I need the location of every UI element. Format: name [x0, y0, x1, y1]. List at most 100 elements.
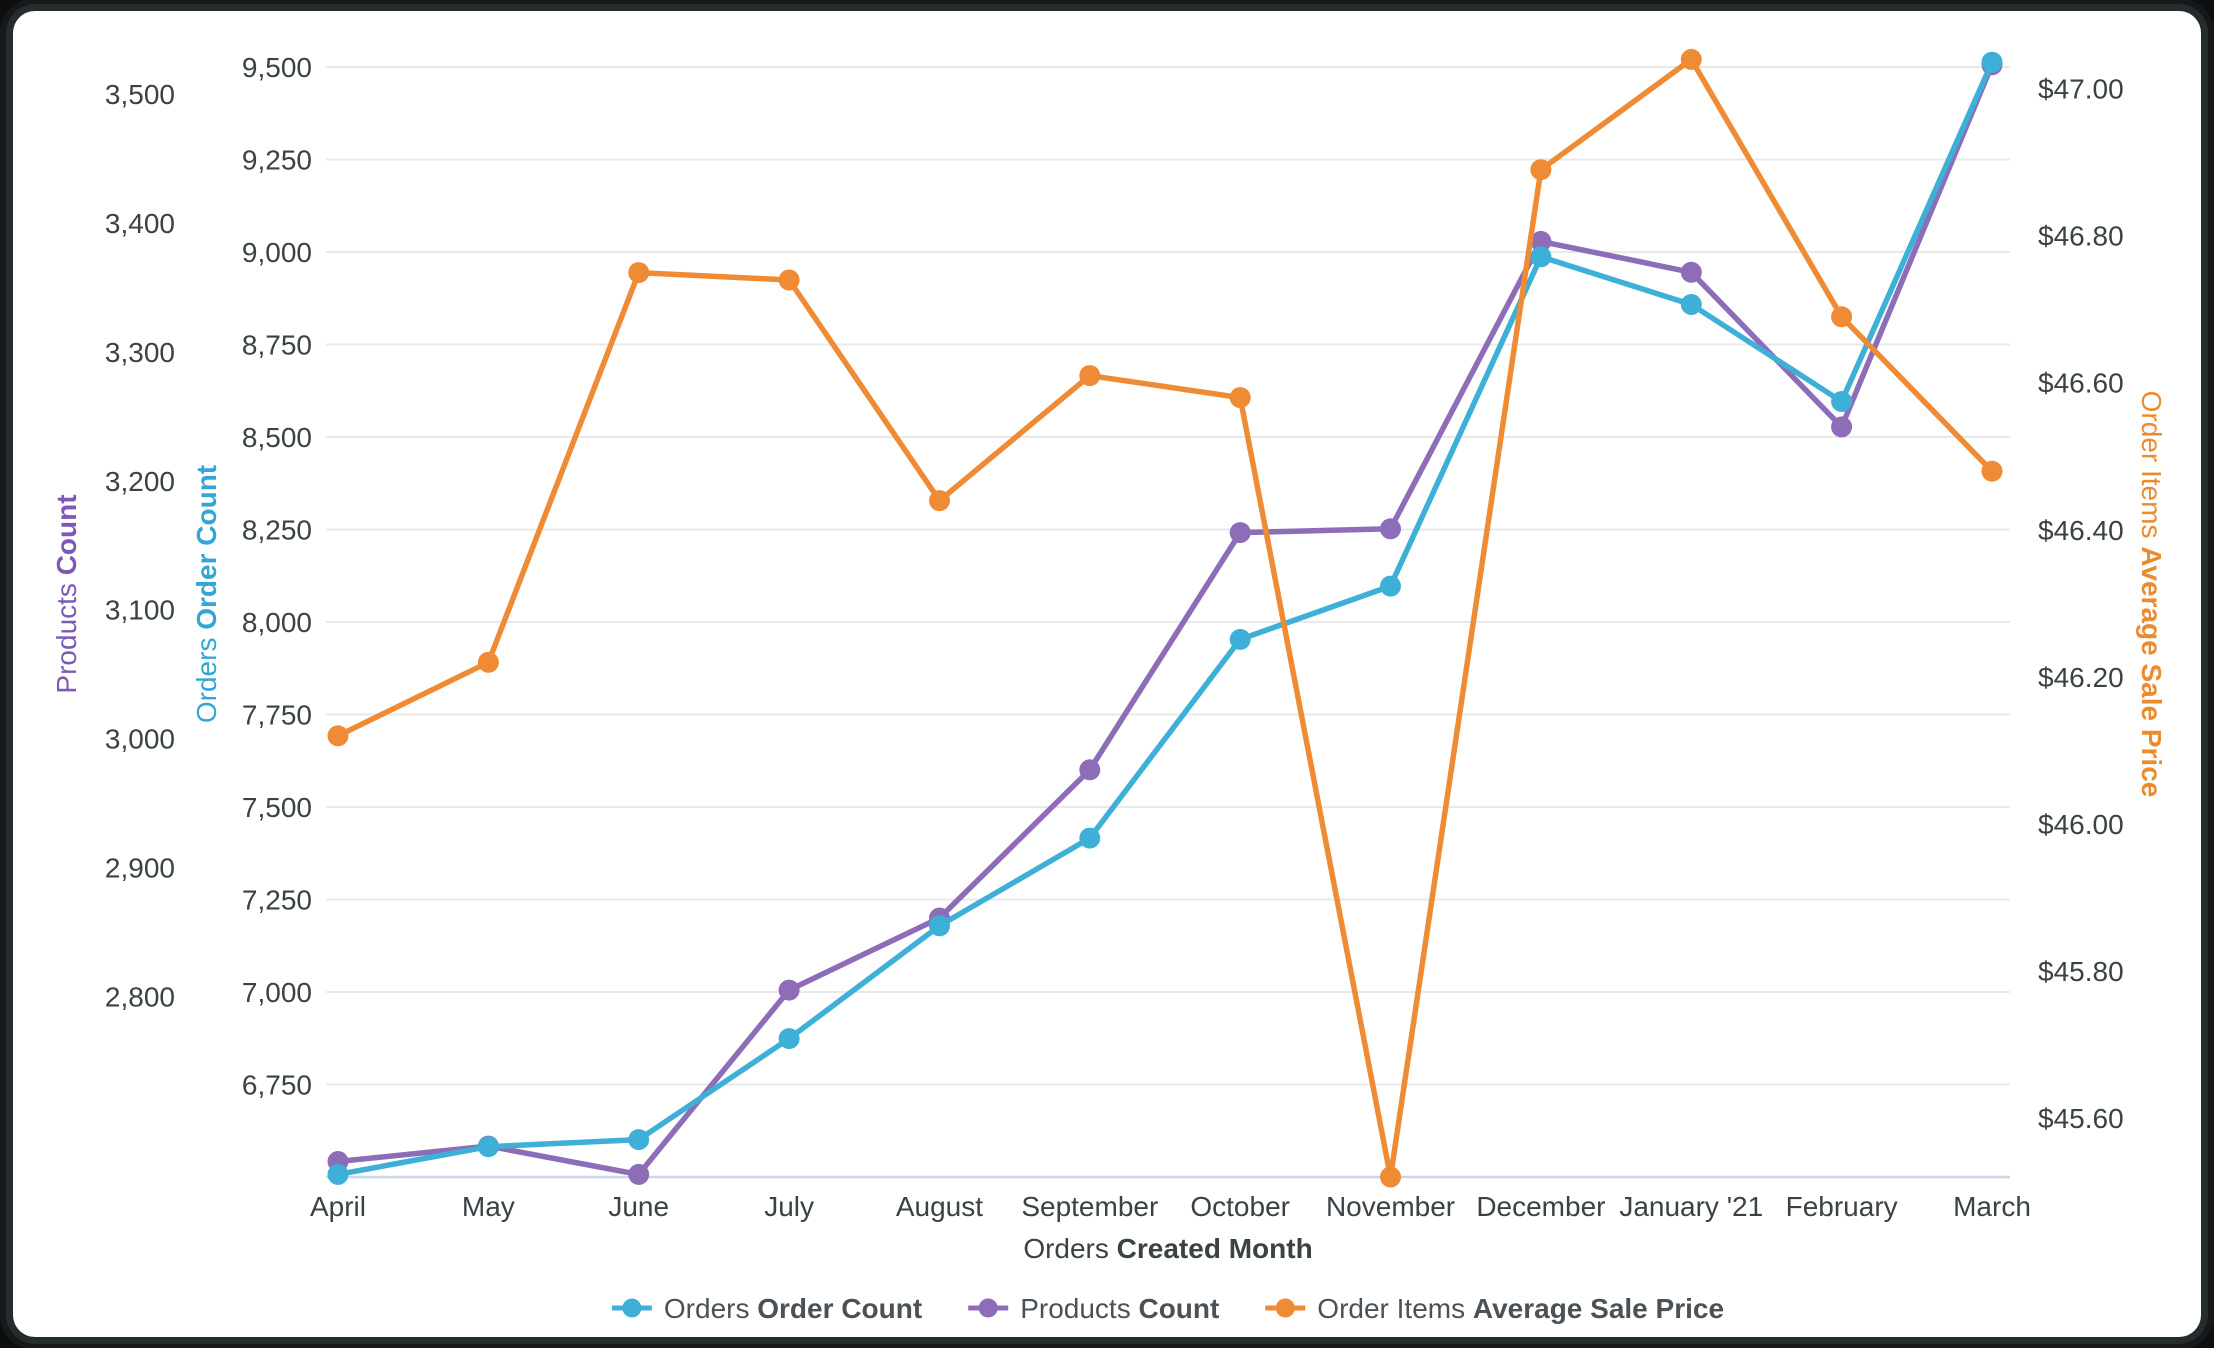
- x-axis-label-june: June: [608, 1191, 669, 1222]
- legend: Orders Order Count Products Count Order It…: [611, 1293, 1724, 1324]
- orders-axis-tick-label: 9,500: [242, 52, 312, 83]
- legend-label-view: Products: [1020, 1293, 1138, 1324]
- orders-axis-title-field: Order Count: [191, 465, 222, 630]
- series-price-point-june[interactable]: [628, 262, 650, 284]
- price-axis-tick-label: $46.60: [2038, 368, 2124, 399]
- series-orders-point-march[interactable]: [1981, 51, 2003, 73]
- series-orders-point-january-21[interactable]: [1680, 294, 1702, 315]
- price-axis-tick-label: $46.80: [2038, 221, 2124, 252]
- orders-axis-tick-label: 8,250: [242, 514, 312, 545]
- price-axis-tick-label: $46.00: [2038, 809, 2124, 840]
- legend-marker-dot: [622, 1298, 642, 1318]
- series-orders-point-may[interactable]: [477, 1136, 499, 1158]
- series-price-point-october[interactable]: [1229, 387, 1251, 409]
- legend-label-field: Average Sale Price: [1473, 1293, 1724, 1324]
- legend-label-field: Count: [1138, 1293, 1219, 1324]
- orders-axis-tick-label: 9,000: [242, 237, 312, 268]
- legend-label-view: Orders: [664, 1293, 757, 1324]
- x-axis-label-january-21: January '21: [1619, 1191, 1763, 1222]
- series-products-point-july[interactable]: [778, 979, 800, 1001]
- x-axis-label-february: February: [1786, 1191, 1898, 1222]
- series-products-point-december[interactable]: [1530, 230, 1552, 252]
- series-orders-point-february[interactable]: [1831, 391, 1853, 412]
- series-orders-point-july[interactable]: [778, 1028, 800, 1050]
- series-orders-point-august[interactable]: [929, 915, 950, 937]
- legend-label: Order Items Average Sale Price: [1317, 1293, 1724, 1324]
- orders-axis-tick-label: 6,750: [242, 1069, 312, 1100]
- series-orders-point-june[interactable]: [628, 1129, 650, 1151]
- series-price-point-april[interactable]: [327, 725, 349, 747]
- price-axis-tick-label: $45.80: [2038, 956, 2124, 987]
- series-products-point-january-21[interactable]: [1680, 261, 1702, 283]
- series-orders-point-october[interactable]: [1229, 628, 1251, 650]
- price-axis-tick-label: $46.20: [2038, 662, 2124, 693]
- series-orders-point-april[interactable]: [327, 1163, 349, 1185]
- products-axis-title: Products Count: [51, 494, 82, 693]
- legend-label: Products Count: [1020, 1293, 1219, 1324]
- legend-marker-dot: [1275, 1298, 1295, 1318]
- orders-axis-tick-label: 9,250: [242, 144, 312, 175]
- series-orders-point-november[interactable]: [1380, 575, 1401, 597]
- series-orders-line: [335, 59, 1995, 1178]
- series-price-line: [335, 56, 1995, 1180]
- legend-label-view: Order Items: [1317, 1293, 1473, 1324]
- x-axis-title-view: Orders: [1023, 1233, 1116, 1264]
- x-axis-label-may: May: [462, 1191, 515, 1222]
- x-axis-title: Orders Created Month: [1023, 1233, 1312, 1264]
- orders-axis-tick-label: 8,000: [242, 607, 312, 638]
- x-axis-label-march: March: [1953, 1191, 2031, 1222]
- products-axis-title-view: Products: [51, 575, 82, 693]
- legend-marker-dot: [978, 1298, 998, 1318]
- x-axis-label-october: October: [1190, 1191, 1290, 1222]
- x-axis-label-april: April: [310, 1191, 366, 1222]
- series-price-point-march[interactable]: [1981, 460, 2003, 482]
- legend-item-products[interactable]: Products Count: [968, 1293, 1219, 1324]
- series-products-point-september[interactable]: [1079, 759, 1101, 781]
- series-price-point-january-21[interactable]: [1680, 48, 1702, 70]
- price-axis-tick-label: $46.40: [2038, 515, 2124, 546]
- orders-axis-tick-label: 7,750: [242, 699, 312, 730]
- products-axis-tick-label: 2,900: [105, 852, 175, 883]
- legend-label-field: Order Count: [757, 1293, 922, 1324]
- series-orders-point-september[interactable]: [1079, 827, 1101, 849]
- series-products-point-november[interactable]: [1380, 518, 1401, 540]
- products-axis-tick-label: 3,200: [105, 466, 175, 497]
- products-axis-tick-label: 3,400: [105, 208, 175, 239]
- price-axis-title-field: Average Sale Price: [2136, 546, 2167, 797]
- series-products-point-october[interactable]: [1229, 522, 1251, 544]
- products-axis-tick-label: 2,800: [105, 981, 175, 1012]
- series-price-point-september[interactable]: [1079, 365, 1101, 387]
- series-price-point-november[interactable]: [1380, 1166, 1401, 1188]
- series-products-point-june[interactable]: [628, 1163, 650, 1185]
- price-axis-tick-label: $45.60: [2038, 1103, 2124, 1134]
- orders-axis-tick-label: 7,000: [242, 977, 312, 1008]
- orders-axis-tick-label: 7,250: [242, 884, 312, 915]
- products-axis-title-field: Count: [51, 494, 82, 575]
- x-axis-label-september: September: [1021, 1191, 1158, 1222]
- x-axis-label-november: November: [1326, 1191, 1455, 1222]
- series-price-point-may[interactable]: [477, 651, 499, 673]
- legend-item-price[interactable]: Order Items Average Sale Price: [1265, 1293, 1724, 1324]
- x-axis-label-july: July: [764, 1191, 814, 1222]
- x-axis-label-august: August: [896, 1191, 983, 1222]
- series-price-point-july[interactable]: [778, 269, 800, 291]
- x-axis-title-field: Created Month: [1117, 1233, 1313, 1264]
- orders-axis-tick-label: 8,750: [242, 329, 312, 360]
- price-axis-title: Order Items Average Sale Price: [2136, 391, 2167, 798]
- series-price-point-december[interactable]: [1530, 159, 1552, 181]
- series-price-point-august[interactable]: [929, 490, 950, 512]
- series-price-point-february[interactable]: [1831, 306, 1853, 328]
- orders-axis-title: Orders Order Count: [191, 465, 222, 723]
- price-axis-title-view: Order Items: [2136, 391, 2167, 547]
- series-products-line: [335, 62, 1995, 1178]
- x-axis-label-december: December: [1476, 1191, 1605, 1222]
- series-products-point-february[interactable]: [1831, 416, 1853, 438]
- chart-card: [13, 11, 2201, 1337]
- orders-axis-title-view: Orders: [191, 630, 222, 723]
- legend-item-orders[interactable]: Orders Order Count: [611, 1293, 922, 1324]
- orders-axis-tick-label: 8,500: [242, 422, 312, 453]
- products-axis-tick-label: 3,500: [105, 79, 175, 110]
- series-orders-point-december[interactable]: [1530, 246, 1552, 268]
- price-axis-tick-label: $47.00: [2038, 74, 2124, 105]
